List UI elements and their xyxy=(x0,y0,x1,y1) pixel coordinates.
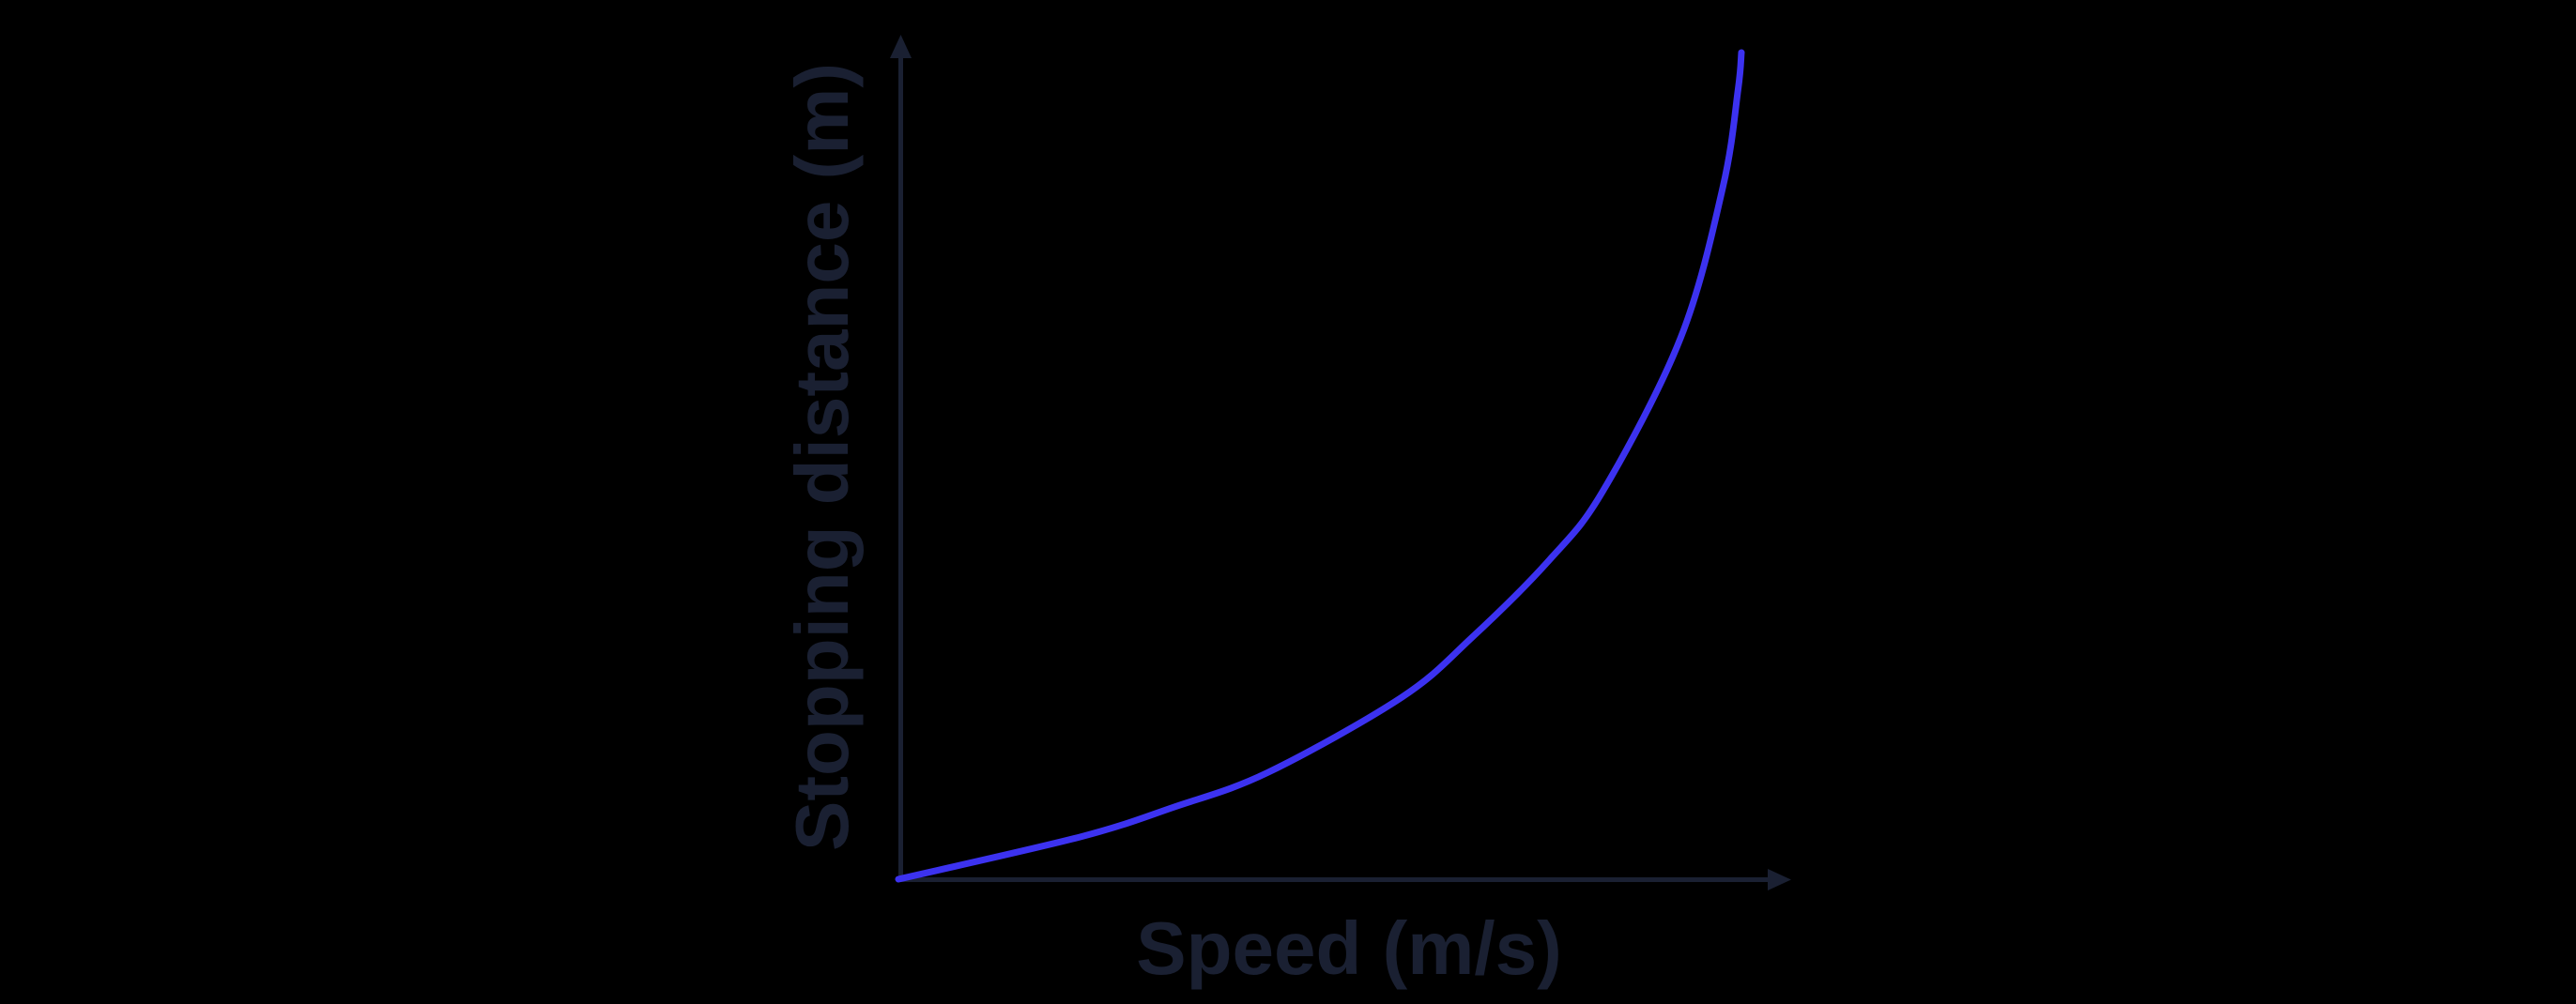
stopping-distance-curve xyxy=(895,49,1745,883)
x-axis-arrowhead-icon xyxy=(1768,869,1791,890)
y-axis-arrowhead-icon xyxy=(890,35,912,58)
y-axis-label: Stopping distance (m) xyxy=(780,63,864,851)
x-axis-label: Speed (m/s) xyxy=(1136,906,1561,990)
